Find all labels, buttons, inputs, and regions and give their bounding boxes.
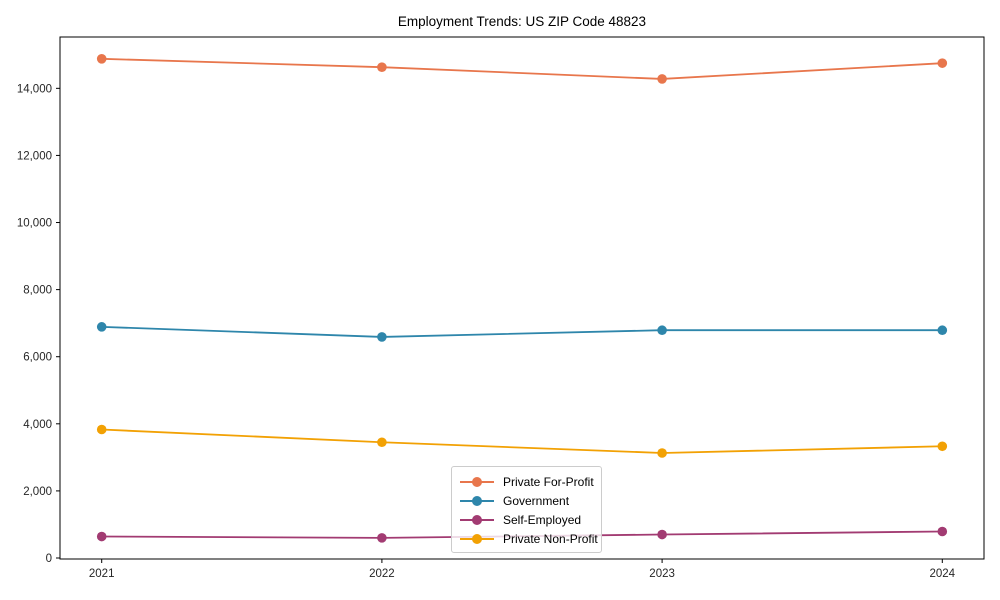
y-tick-label: 6,000: [23, 352, 52, 364]
x-tick-label: 2023: [649, 568, 675, 580]
data-point-marker: [657, 529, 667, 540]
legend-dot-sample: [472, 514, 482, 525]
legend-row: Self-Employed: [460, 510, 593, 529]
legend-marker-icon: [460, 533, 494, 544]
legend-marker-icon: [460, 514, 494, 525]
legend-marker-icon: [460, 495, 494, 506]
data-point-marker: [377, 437, 387, 448]
legend-dot-sample: [472, 495, 482, 506]
data-point-marker: [377, 62, 387, 72]
data-point-marker: [937, 325, 948, 336]
legend-row: Private For-Profit: [460, 472, 594, 491]
y-tick-label: 14,000: [17, 83, 52, 95]
data-point-marker: [96, 424, 107, 435]
data-point-marker: [657, 325, 667, 336]
data-point-marker: [657, 74, 667, 84]
legend: Private For-Profit Government Self-Employe…: [451, 466, 602, 553]
data-point-marker: [657, 448, 667, 458]
y-tick-label: 2,000: [23, 486, 52, 498]
x-axis: 2021 2022 2023 2024: [89, 559, 956, 580]
data-point-marker: [96, 54, 107, 64]
data-point-marker: [377, 533, 387, 543]
data-point-marker: [96, 322, 107, 332]
data-point-marker: [937, 526, 948, 537]
series-line: [100, 325, 944, 338]
legend-label: Self-Employed: [503, 512, 582, 527]
y-tick-label: 8,000: [23, 285, 52, 297]
plot-border: [59, 36, 985, 560]
chart-title: Employment Trends: US ZIP Code 48823: [398, 14, 646, 29]
legend-dot-sample: [472, 476, 482, 487]
data-point-marker: [377, 332, 387, 342]
legend-dot-sample: [472, 533, 482, 544]
x-tick-label: 2021: [89, 568, 115, 580]
series-line: [100, 57, 944, 80]
y-tick-label: 12,000: [17, 150, 52, 162]
x-tick-label: 2024: [930, 568, 956, 580]
x-tick-label: 2022: [369, 568, 395, 580]
legend-row: Government: [460, 491, 593, 510]
y-tick-label: 10,000: [17, 218, 52, 230]
data-point-marker: [96, 531, 107, 542]
data-point-marker: [937, 58, 948, 68]
y-tick-label: 0: [46, 553, 52, 565]
legend-label: Government: [503, 493, 570, 508]
data-point-marker: [937, 441, 948, 452]
legend-label: Private For-Profit: [503, 474, 594, 489]
legend-row: Private Non-Profit: [460, 529, 598, 548]
y-tick-label: 4,000: [23, 419, 52, 431]
legend-marker-icon: [460, 476, 494, 487]
legend-label: Private Non-Profit: [503, 531, 598, 546]
y-axis: 0 2,000 4,000 6,000 8,000 10,000 12,000 14,000: [17, 83, 60, 565]
series-line: [100, 428, 944, 454]
